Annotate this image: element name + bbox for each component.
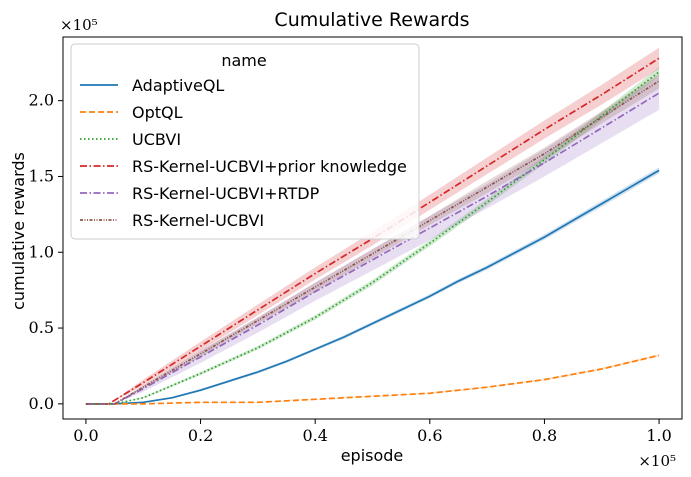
legend-entry-2: OptQL xyxy=(132,103,183,122)
series-line-6 xyxy=(85,80,660,405)
y-axis-multiplier: ×10⁵ xyxy=(60,16,98,34)
x-tick-label: 0.6 xyxy=(417,426,442,445)
legend-entry-3: UCBVI xyxy=(132,130,181,149)
y-axis-ticks: 0.0 0.5 1.0 1.5 2.0 xyxy=(29,91,63,413)
x-tick-label: 0.4 xyxy=(302,426,327,445)
chart-title: Cumulative Rewards xyxy=(274,9,469,31)
y-axis-label: cumulative rewards xyxy=(9,152,28,310)
series-line-1 xyxy=(85,169,660,405)
x-tick-label: 1.0 xyxy=(646,426,671,445)
x-axis-ticks: 0.0 0.2 0.4 0.6 0.8 1.0 xyxy=(73,419,672,445)
series-lines xyxy=(85,57,660,405)
series-line-5 xyxy=(85,92,660,405)
series-line-2 xyxy=(85,354,660,405)
legend-entry-5: RS-Kernel-UCBVI+RTDP xyxy=(132,184,320,203)
y-tick-label: 2.0 xyxy=(29,91,54,110)
legend-title: name xyxy=(221,51,266,70)
x-tick-label: 0.0 xyxy=(73,426,98,445)
x-tick-label: 0.2 xyxy=(188,426,213,445)
plot-frame xyxy=(62,36,683,420)
x-axis-multiplier: ×10⁵ xyxy=(638,452,676,470)
legend-entry-6: RS-Kernel-UCBVI xyxy=(132,211,264,230)
x-tick-label: 0.8 xyxy=(532,426,557,445)
legend: name AdaptiveQL OptQL UCBVI RS-Kernel-UCBVI+… xyxy=(70,43,420,240)
x-axis-label: episode xyxy=(341,446,404,465)
y-tick-label: 0.5 xyxy=(29,318,54,337)
y-tick-label: 0.0 xyxy=(29,394,54,413)
y-tick-label: 1.0 xyxy=(29,242,54,261)
legend-box xyxy=(70,43,420,240)
y-tick-label: 1.5 xyxy=(29,166,54,185)
legend-entry-1: AdaptiveQL xyxy=(132,76,224,95)
legend-entry-4: RS-Kernel-UCBVI+prior knowledge xyxy=(132,157,407,176)
series-line-4 xyxy=(85,57,660,405)
